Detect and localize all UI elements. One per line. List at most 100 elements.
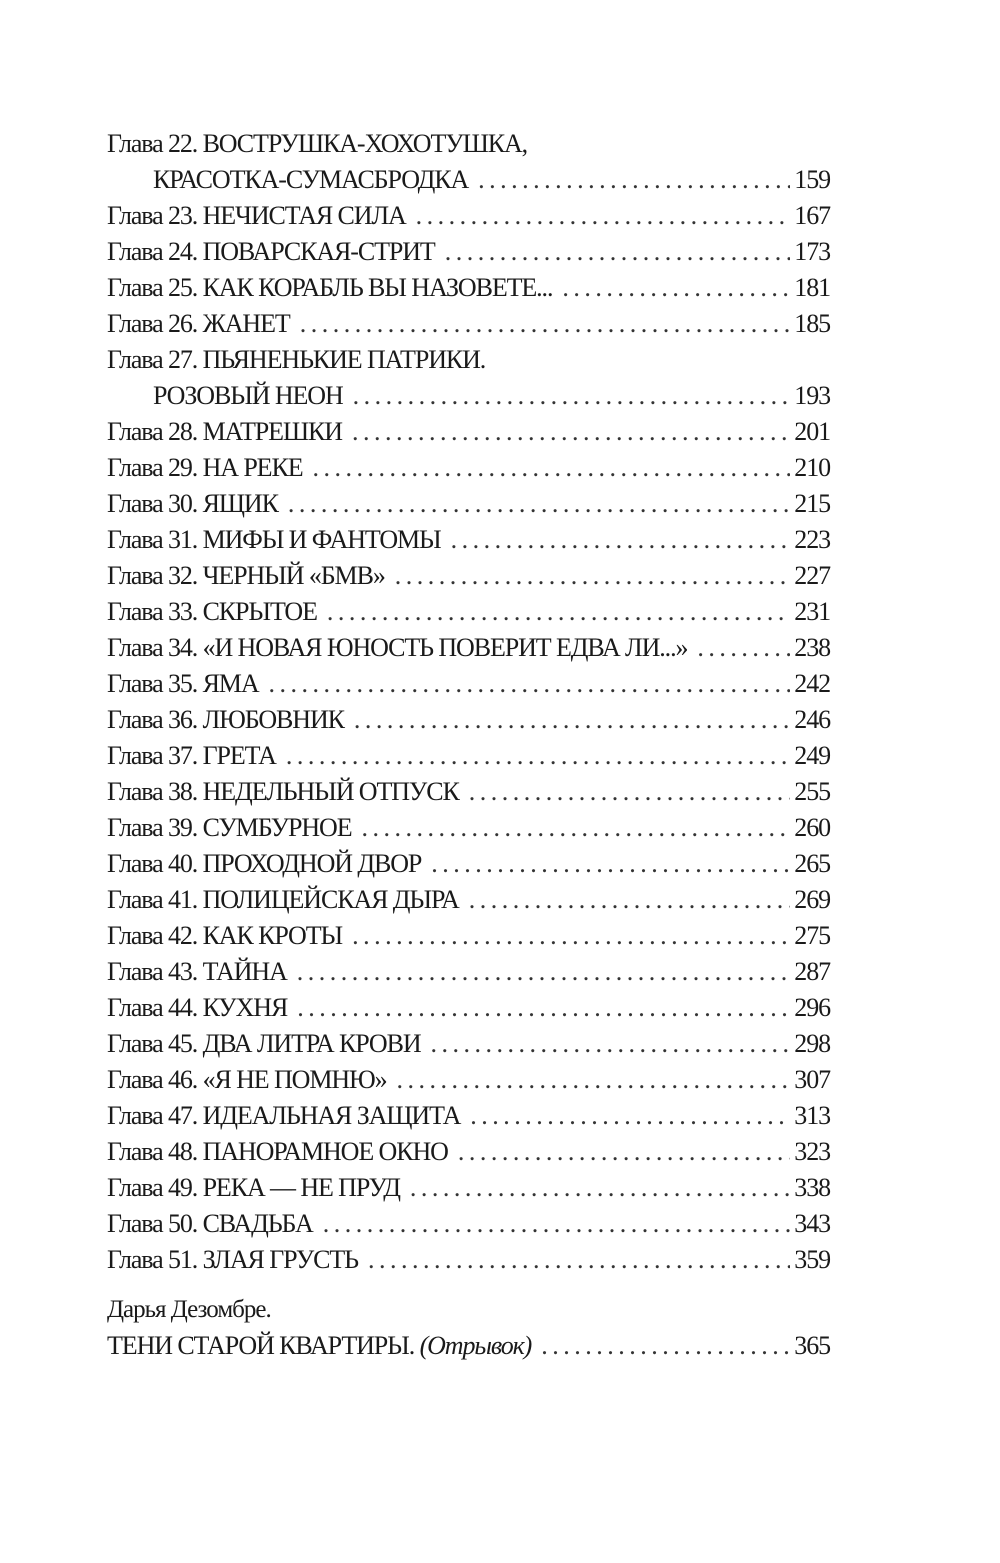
toc-title: Глава 26. ЖАНЕТ	[107, 309, 291, 338]
toc-page-number: 238	[794, 633, 831, 662]
toc-title: Глава 27. ПЬЯНЕНЬКИЕ ПАТРИКИ.	[107, 345, 486, 374]
toc-title: РОЗОВЫЙ НЕОН	[153, 381, 344, 410]
dot-leader	[410, 1170, 790, 1206]
toc-row: Глава 41. ПОЛИЦЕЙСКАЯ ДЫРА 269	[107, 882, 831, 918]
toc-title: Глава 22. ВОСТРУШКА-ХОХОТУШКА,	[107, 129, 528, 158]
dot-leader	[431, 846, 790, 882]
toc-page-number: 255	[794, 777, 831, 806]
dot-leader	[368, 1242, 790, 1278]
dot-leader	[362, 810, 791, 846]
toc-page-number: 246	[794, 705, 831, 734]
dot-leader	[416, 198, 791, 234]
toc-row: Глава 22. ВОСТРУШКА-ХОХОТУШКА,	[107, 126, 830, 162]
dot-leader	[327, 594, 790, 630]
toc-row: Глава 46. «Я НЕ ПОМНЮ» 307	[107, 1062, 831, 1098]
toc-title: Глава 44. КУХНЯ	[107, 993, 288, 1022]
toc-row: Глава 47. ИДЕАЛЬНАЯ ЗАЩИТА 313	[107, 1098, 831, 1134]
toc-title: Глава 41. ПОЛИЦЕЙСКАЯ ДЫРА	[107, 885, 460, 914]
toc-page-number: 185	[794, 309, 831, 338]
toc-row: КРАСОТКА-СУМАСБРОДКА 159	[107, 162, 831, 198]
dot-leader	[397, 1062, 791, 1098]
toc-row: Глава 42. КАК КРОТЫ 275	[107, 918, 831, 954]
table-of-contents: Глава 22. ВОСТРУШКА-ХОХОТУШКА, КРАСОТКА-С…	[107, 126, 831, 1278]
toc-page-number: 181	[794, 273, 831, 302]
toc-page-number: 260	[794, 813, 831, 842]
toc-page-number: 242	[794, 669, 831, 698]
toc-row: Глава 39. СУМБУРНОЕ 260	[107, 810, 831, 846]
toc-page-number: 287	[794, 957, 831, 986]
toc-row: Глава 25. КАК КОРАБЛЬ ВЫ НАЗОВЕТЕ... 181	[107, 270, 831, 306]
toc-row: Глава 37. ГРЕТА 249	[107, 738, 831, 774]
toc-title: КРАСОТКА-СУМАСБРОДКА	[153, 165, 469, 194]
dot-leader	[353, 378, 791, 414]
toc-row: Глава 35. ЯМА 242	[107, 666, 831, 702]
dot-leader	[458, 1134, 790, 1170]
dot-leader	[470, 1098, 790, 1134]
toc-page-number: 275	[794, 921, 831, 950]
dot-leader	[469, 882, 791, 918]
toc-row: Глава 51. ЗЛАЯ ГРУСТЬ 359	[107, 1242, 831, 1278]
toc-page-number: 265	[794, 849, 831, 878]
toc-row: Глава 23. НЕЧИСТАЯ СИЛА 167	[107, 198, 831, 234]
toc-row: Глава 36. ЛЮБОВНИК 246	[107, 702, 831, 738]
toc-row: Глава 50. СВАДЬБА 343	[107, 1206, 831, 1242]
toc-row: Глава 24. ПОВАРСКАЯ-СТРИТ 173	[107, 234, 831, 270]
toc-title: Глава 50. СВАДЬБА	[107, 1209, 314, 1238]
dot-leader	[451, 522, 791, 558]
toc-row: Глава 27. ПЬЯНЕНЬКИЕ ПАТРИКИ.	[107, 342, 830, 378]
toc-title: Глава 23. НЕЧИСТАЯ СИЛА	[107, 201, 407, 230]
dot-leader	[323, 1206, 791, 1242]
toc-title: Глава 43. ТАЙНА	[107, 957, 288, 986]
toc-page-number: 269	[794, 885, 831, 914]
toc-row: ТЕНИ СТАРОЙ КВАРТИРЫ. (Отрывок) 365	[107, 1328, 831, 1364]
dot-leader	[541, 1328, 790, 1364]
appendix-entry: Дарья Дезомбре. ТЕНИ СТАРОЙ КВАРТИРЫ. (О…	[107, 1292, 831, 1364]
dot-leader	[431, 1026, 791, 1062]
appendix-title: ТЕНИ СТАРОЙ КВАРТИРЫ.	[107, 1331, 415, 1360]
toc-title: Глава 46. «Я НЕ ПОМНЮ»	[107, 1065, 388, 1094]
toc-title: Глава 34. «И НОВАЯ ЮНОСТЬ ПОВЕРИТ ЕДВА Л…	[107, 633, 688, 662]
toc-title: Глава 47. ИДЕАЛЬНАЯ ЗАЩИТА	[107, 1101, 461, 1130]
dot-leader	[354, 702, 790, 738]
toc-page-number: 201	[794, 417, 831, 446]
dot-leader	[395, 558, 791, 594]
toc-title: Глава 29. НА РЕКЕ	[107, 453, 304, 482]
toc-row: Глава 32. ЧЕРНЫЙ «БМВ» 227	[107, 558, 831, 594]
toc-page-number: 223	[794, 525, 831, 554]
toc-row: Глава 29. НА РЕКЕ 210	[107, 450, 831, 486]
toc-title: Глава 42. КАК КРОТЫ	[107, 921, 343, 950]
toc-row: Глава 40. ПРОХОДНОЙ ДВОР 265	[107, 846, 831, 882]
toc-row: Глава 31. МИФЫ И ФАНТОМЫ 223	[107, 522, 831, 558]
toc-title: Глава 32. ЧЕРНЫЙ «БМВ»	[107, 561, 386, 590]
dot-leader	[297, 954, 791, 990]
toc-page-number: 159	[794, 165, 831, 194]
toc-page-number: 313	[794, 1101, 831, 1130]
toc-title: Глава 48. ПАНОРАМНОЕ ОКНО	[107, 1137, 449, 1166]
toc-page-number: 249	[794, 741, 831, 770]
toc-row: Глава 48. ПАНОРАМНОЕ ОКНО 323	[107, 1134, 831, 1170]
dot-leader	[288, 486, 790, 522]
dot-leader	[300, 306, 791, 342]
toc-row: РОЗОВЫЙ НЕОН 193	[107, 378, 831, 414]
toc-title: Глава 51. ЗЛАЯ ГРУСТЬ	[107, 1245, 359, 1274]
toc-row: Глава 26. ЖАНЕТ 185	[107, 306, 831, 342]
toc-page-number: 231	[794, 597, 831, 626]
toc-title: Глава 37. ГРЕТА	[107, 741, 277, 770]
toc-page-number: 215	[794, 489, 831, 518]
toc-page-number: 323	[794, 1137, 831, 1166]
dot-leader	[352, 414, 790, 450]
toc-title: Глава 33. СКРЫТОЕ	[107, 597, 318, 626]
dot-leader	[269, 666, 791, 702]
toc-page-number: 296	[794, 993, 831, 1022]
toc-row: Глава 34. «И НОВАЯ ЮНОСТЬ ПОВЕРИТ ЕДВА Л…	[107, 630, 831, 666]
toc-row: Глава 44. КУХНЯ 296	[107, 990, 831, 1026]
dot-leader	[445, 234, 791, 270]
toc-page-number: 210	[794, 453, 831, 482]
toc-row: Глава 38. НЕДЕЛЬНЫЙ ОТПУСК 255	[107, 774, 831, 810]
dot-leader	[297, 990, 790, 1026]
toc-page-number: 359	[794, 1245, 831, 1274]
toc-page-number: 365	[794, 1331, 831, 1360]
toc-row: Глава 45. ДВА ЛИТРА КРОВИ 298	[107, 1026, 831, 1062]
toc-row: Глава 33. СКРЫТОЕ 231	[107, 594, 831, 630]
toc-title: Глава 36. ЛЮБОВНИК	[107, 705, 345, 734]
